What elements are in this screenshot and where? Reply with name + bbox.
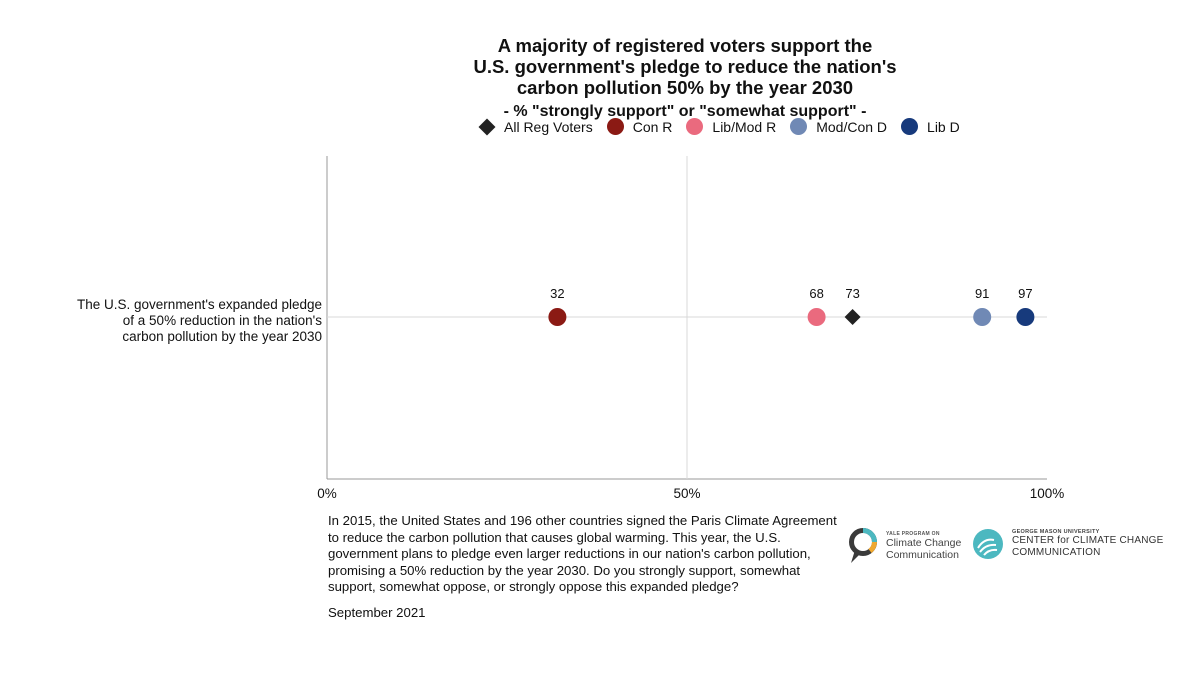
legend-label: Lib/Mod R [712, 118, 777, 135]
data-point-circle [807, 308, 826, 326]
category-label-line: The U.S. government's expanded pledge [77, 297, 322, 312]
data-label: 97 [1018, 286, 1032, 301]
legend-circle-icon [686, 118, 704, 135]
legend-circle-icon [606, 118, 624, 135]
data-label: 32 [550, 286, 564, 301]
survey-date: September 2021 [328, 605, 426, 620]
legend-item-all-reg-voters: All Reg Voters [478, 118, 593, 135]
legend-label: Lib D [927, 118, 960, 135]
category-label-line: carbon pollution by the year 2030 [122, 329, 322, 344]
wave-globe-logo-icon [973, 529, 1003, 559]
data-point-circle [1016, 308, 1035, 326]
title-line-3: carbon pollution 50% by the year 2030 [516, 77, 854, 98]
question-text: In 2015, the United States and 196 other… [328, 513, 837, 594]
grid-layer [327, 156, 1047, 479]
legend-label: All Reg Voters [504, 118, 593, 135]
category-label-line: of a 50% reduction in the nation's [122, 313, 322, 328]
legend-circle-icon [790, 118, 808, 135]
legend-label: Mod/Con D [816, 118, 888, 135]
data-label: 68 [809, 286, 823, 301]
data-point-circle [973, 308, 992, 326]
chart-subtitle: - % "strongly support" or "somewhat supp… [503, 103, 867, 120]
legend: All Reg Voters Con R Lib/Mod R Mod/Con D… [478, 118, 974, 135]
legend-label: Con R [632, 118, 673, 135]
data-point-diamond [844, 309, 861, 325]
x-tick-label: 0% [317, 486, 337, 501]
title-line-2: U.S. government's pledge to reduce the n… [473, 56, 897, 77]
title-line-1: A majority of registered voters support … [497, 35, 873, 56]
legend-circle-icon [901, 118, 919, 135]
data-point-circle [548, 308, 567, 326]
legend-item-mod-con-d: Mod/Con D [790, 118, 887, 135]
speech-bubble-logo-icon [849, 528, 877, 563]
gmu-line-2: COMMUNICATION [1012, 547, 1101, 558]
gmu-center-logo: GEORGE MASON UNIVERSITY CENTER for CLIMA… [972, 528, 1164, 560]
legend-item-lib-mod-r: Lib/Mod R [686, 118, 776, 135]
x-tick-label: 50% [673, 486, 700, 501]
data-label: 73 [845, 286, 859, 301]
yale-line-2: Communication [886, 549, 959, 561]
marks-layer: 73 32 68 91 97 [548, 286, 1035, 326]
gmu-line-1: CENTER for CLIMATE CHANGE [1012, 535, 1164, 546]
chart-title: A majority of registered voters support … [385, 35, 985, 121]
x-tick-label: 100% [1030, 486, 1065, 501]
yale-climate-logo: YALE PROGRAM ON Climate Change Communica… [848, 527, 961, 565]
gmu-small-text: GEORGE MASON UNIVERSITY [1012, 529, 1100, 535]
yale-line-1: Climate Change [886, 537, 962, 549]
ticks-layer: 0% 50% 100% [317, 486, 1064, 501]
category-label: The U.S. government's expanded pledge of… [77, 297, 322, 345]
legend-item-con-r: Con R [606, 118, 673, 135]
legend-item-lib-d: Lib D [901, 118, 960, 135]
data-label: 91 [975, 286, 989, 301]
yale-small-text: YALE PROGRAM ON [886, 531, 940, 537]
